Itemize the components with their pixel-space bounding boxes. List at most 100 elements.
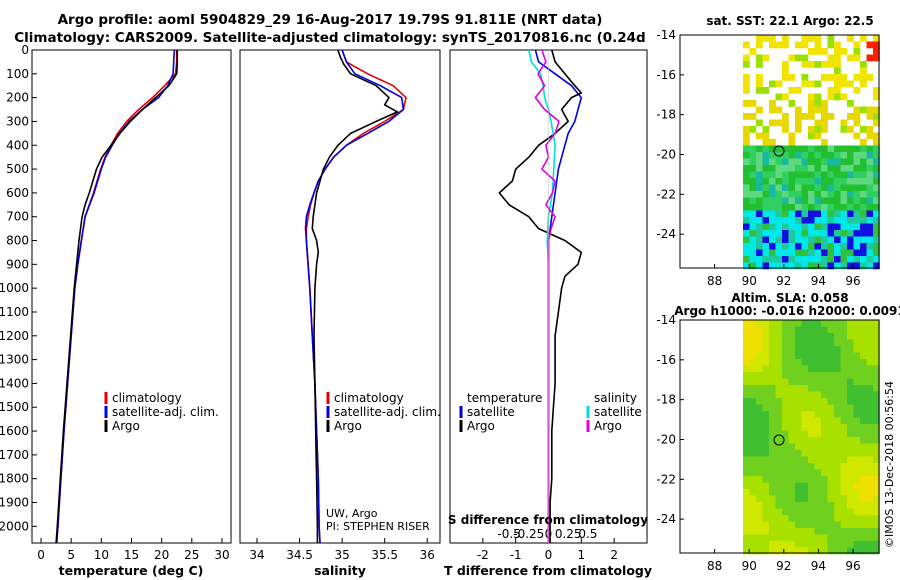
sla-cell (782, 404, 789, 412)
sst-cell (743, 236, 750, 244)
sla-cell (801, 411, 809, 418)
legend-t-argo-label: Argo (467, 419, 495, 433)
sla-cell (795, 456, 802, 464)
sst-cell (756, 210, 763, 218)
sst-cell (873, 87, 880, 94)
x-tick-label: 25 (184, 548, 199, 562)
sla-cell (775, 352, 783, 360)
sla-cell (866, 482, 874, 490)
sst-cell (808, 191, 815, 198)
sst-cell (821, 106, 828, 114)
sla-cell (821, 443, 828, 451)
map-y-tick-label: -22 (656, 187, 676, 201)
sla-cell (762, 398, 770, 405)
sla-cell (743, 534, 750, 542)
legend-temperature-heading: temperature (467, 391, 542, 405)
sla-cell (821, 359, 828, 366)
sst-cell (775, 41, 783, 49)
sst-cell (860, 67, 867, 75)
sst-cell (801, 158, 809, 166)
sst-cell (762, 262, 770, 270)
sla-cell (788, 489, 796, 496)
sla-cell (866, 372, 874, 379)
sla-cell (782, 411, 789, 418)
sla-cell (743, 320, 750, 327)
sst-cell (814, 191, 822, 198)
sla-cell (749, 443, 757, 451)
sst-cell (782, 74, 789, 81)
sla-map-frame (679, 319, 880, 554)
sst-cell (814, 204, 822, 211)
sla-cell (821, 378, 828, 386)
sla-cell (866, 450, 874, 457)
sst-cell (769, 100, 776, 107)
sla-cell (840, 476, 848, 483)
sla-cell (743, 326, 750, 334)
sla-cell (860, 456, 867, 464)
sla-cell (788, 502, 796, 509)
sst-cell (769, 249, 776, 257)
sst-cell (788, 139, 796, 146)
sst-cell (762, 178, 770, 185)
sst-cell (821, 126, 828, 133)
difference-x2-ticks: -0.5-0.25 0 0.250.5 (497, 527, 597, 541)
sla-cell (762, 391, 770, 399)
sla-cell (821, 502, 828, 509)
difference-salinity-legend: salinity satellite Argo (586, 391, 642, 433)
sst-cell (762, 223, 770, 231)
sst-cell (853, 223, 861, 231)
sla-cell (853, 443, 861, 451)
sla-cell (834, 534, 841, 542)
sla-cell (749, 521, 757, 529)
sst-cell (860, 204, 867, 211)
depth-tick-label: 1500 (0, 400, 29, 414)
sla-cell (814, 359, 822, 366)
sla-cell (782, 417, 789, 425)
sst-cell (860, 236, 867, 244)
sst-cell (756, 243, 763, 250)
sst-cell (840, 158, 848, 166)
sst-cell (814, 100, 822, 107)
sla-cell (762, 495, 770, 503)
sla-cell (795, 502, 802, 509)
sst-cell (840, 243, 848, 250)
sla-cell (801, 352, 809, 360)
sla-cell (873, 320, 880, 327)
sla-cell (775, 333, 783, 340)
sla-cell (860, 385, 867, 392)
sla-cell (788, 528, 796, 535)
sla-cell (827, 339, 835, 347)
sla-cell (873, 417, 880, 425)
sst-cell (873, 256, 880, 263)
sla-cell (775, 463, 783, 470)
sla-cell (762, 346, 770, 353)
sla-cell (840, 346, 848, 353)
sst-cell (821, 178, 828, 185)
sst-cell (743, 191, 750, 198)
sla-cell (782, 437, 789, 444)
sst-cell (834, 210, 841, 218)
sla-cell (873, 469, 880, 477)
sla-cell (762, 489, 770, 496)
sla-cell (762, 469, 770, 477)
sst-cell (853, 191, 861, 198)
sst-cell (743, 145, 750, 153)
sst-cell (821, 262, 828, 270)
sst-cell (860, 126, 867, 133)
sla-cell (775, 495, 783, 503)
sst-cell (749, 223, 757, 231)
sla-cell (788, 456, 796, 464)
sla-cell (821, 398, 828, 405)
sst-cell (853, 243, 861, 250)
sla-cell (775, 508, 783, 516)
sst-cell (743, 132, 750, 140)
sst-cell (853, 152, 861, 159)
sla-cell (743, 333, 750, 340)
sla-cell (795, 385, 802, 392)
sla-cell (775, 547, 783, 555)
sla-cell (743, 521, 750, 529)
depth-tick-label: 1900 (0, 496, 29, 510)
sla-cell (873, 437, 880, 444)
sst-cell (840, 249, 848, 257)
sla-cell (853, 424, 861, 431)
